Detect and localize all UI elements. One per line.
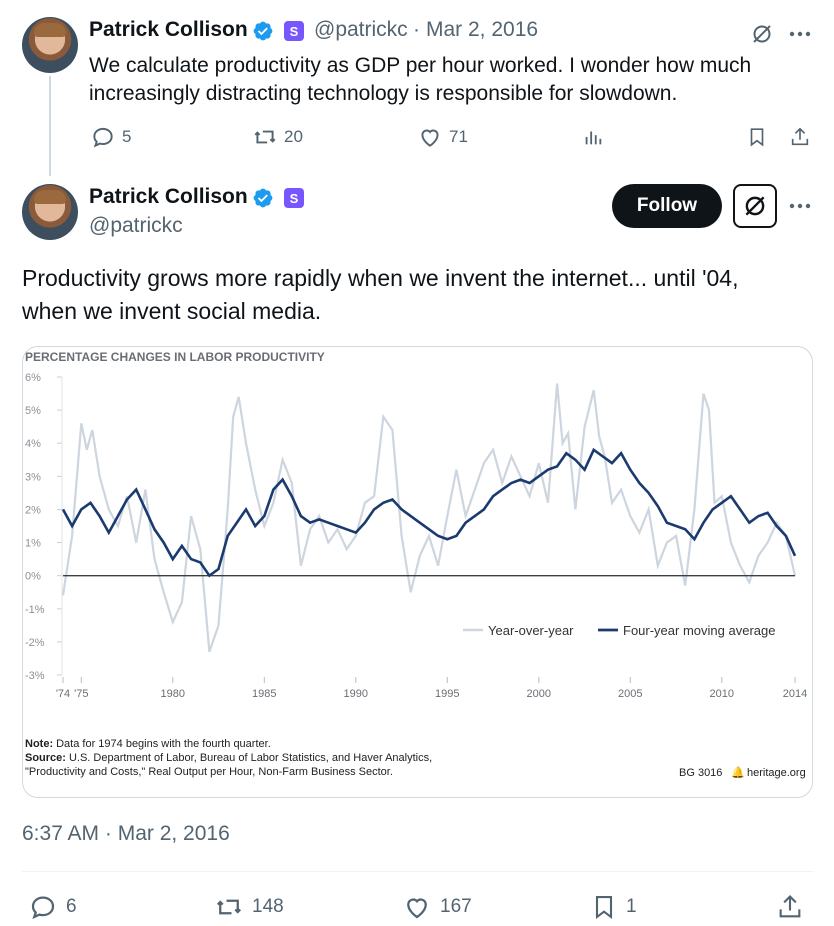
report-id: BG 3016 [679, 767, 722, 779]
tweet-text-line: increasingly distracting technology is r… [89, 82, 678, 105]
heart-icon [421, 129, 439, 147]
x-tick-label: 2005 [618, 688, 642, 700]
like-button[interactable]: 71 [417, 124, 468, 150]
tweet-text-line: Productivity grows more rapidly when we … [22, 265, 739, 291]
reply-button[interactable]: 5 [90, 124, 131, 150]
tweet-media-chart[interactable]: PERCENTAGE CHANGES IN LABOR PRODUCTIVITY… [22, 346, 813, 798]
meta-separator: · [413, 18, 420, 41]
reply-icon [31, 896, 55, 920]
x-tick-label: 1980 [161, 688, 185, 700]
repost-icon [254, 130, 276, 144]
grok-icon[interactable] [748, 20, 776, 48]
repost-button[interactable]: 20 [252, 124, 303, 150]
productivity-chart: PERCENTAGE CHANGES IN LABOR PRODUCTIVITY… [25, 350, 807, 779]
y-tick-label: 6% [25, 372, 41, 384]
y-tick-label: 2% [25, 504, 41, 516]
thread-connector-line [49, 76, 51, 176]
avatar[interactable] [22, 17, 78, 73]
author-name[interactable]: Patrick Collison [89, 18, 248, 41]
bell-icon: 🔔 [731, 766, 745, 779]
y-tick-label: 1% [25, 538, 41, 550]
author-handle[interactable]: @patrickc [314, 18, 408, 41]
follow-button[interactable]: Follow [612, 184, 722, 228]
source-line-2: "Productivity and Costs," Real Output pe… [25, 766, 393, 778]
x-tick-label: 1985 [252, 688, 276, 700]
y-tick-label: 0% [25, 571, 41, 583]
share-icon[interactable] [775, 892, 805, 922]
x-tick-label: '75 [74, 688, 88, 700]
tweet-text-line: We calculate productivity as GDP per hou… [89, 54, 752, 77]
more-options-icon[interactable] [786, 20, 814, 48]
chart-legend: Year-over-year Four-year moving average [463, 623, 775, 638]
like-button[interactable]: 167 [402, 892, 472, 922]
repost-count: 20 [284, 127, 303, 146]
legend-label-year-over-year: Year-over-year [488, 623, 574, 638]
publisher-label: heritage.org [747, 767, 806, 779]
repost-icon [216, 899, 242, 915]
tweet-timestamp[interactable]: 6:37 AM · Mar 2, 2016 [22, 822, 230, 845]
x-tick-label: 2010 [710, 688, 734, 700]
y-tick-label: 5% [25, 405, 41, 417]
views-icon[interactable] [580, 124, 606, 150]
reply-button[interactable]: 6 [28, 892, 77, 922]
chart-title: PERCENTAGE CHANGES IN LABOR PRODUCTIVITY [25, 350, 325, 364]
repost-count: 148 [252, 896, 284, 917]
tweet-text-line: when we invent social media. [22, 298, 322, 324]
grok-button[interactable] [733, 184, 777, 228]
reply-count: 5 [122, 127, 132, 146]
bookmark-count: 1 [626, 896, 637, 917]
x-tick-label: 1990 [344, 688, 368, 700]
verified-badge-icon [253, 188, 273, 208]
reply-icon [93, 127, 113, 148]
source-text: U.S. Department of Labor, Bureau of Labo… [69, 752, 432, 764]
y-tick-label: -3% [25, 670, 45, 682]
source-label: Source: [25, 752, 66, 764]
legend-label-four-year-moving-average: Four-year moving average [623, 623, 775, 638]
bookmark-icon [595, 896, 613, 920]
x-tick-label: '74 [56, 688, 70, 700]
note-text: Data for 1974 begins with the fourth qua… [56, 738, 271, 750]
note-label: Note: [25, 738, 53, 750]
avatar[interactable] [22, 184, 78, 240]
author-handle[interactable]: @patrickc [89, 214, 183, 237]
repost-button[interactable]: 148 [214, 892, 284, 922]
x-tick-label: 2000 [527, 688, 551, 700]
series-line-four-year-moving-average [61, 447, 797, 578]
author-name[interactable]: Patrick Collison [89, 185, 248, 208]
subscription-badge: S [284, 21, 304, 41]
more-options-icon[interactable] [786, 192, 814, 220]
reply-count: 6 [66, 896, 77, 917]
share-icon[interactable] [787, 124, 813, 150]
note-line: Note: Data for 1974 begins with the fourt… [25, 738, 271, 750]
chart-footnote: Note: Data for 1974 begins with the fourt… [25, 738, 806, 779]
x-tick-label: 1995 [435, 688, 459, 700]
bookmark-button[interactable]: 1 [590, 892, 637, 922]
x-tick-label: 2014 [783, 688, 807, 700]
divider [22, 871, 813, 872]
grok-icon [745, 196, 765, 216]
y-tick-label: -2% [25, 637, 45, 649]
series-line-year-over-year [61, 383, 797, 653]
tweet-date[interactable]: Mar 2, 2016 [426, 18, 539, 41]
source-line: Source: U.S. Department of Labor, Bureau … [25, 752, 432, 764]
y-tick-label: 4% [25, 438, 41, 450]
like-count: 167 [440, 896, 472, 917]
tweet-text: We calculate productivity as GDP per hou… [89, 52, 751, 108]
like-count: 71 [449, 127, 468, 146]
y-tick-label: 3% [25, 471, 41, 483]
y-tick-label: -1% [25, 604, 45, 616]
tweet-text: Productivity grows more rapidly when we … [22, 262, 738, 328]
subscription-badge: S [284, 188, 304, 208]
bookmark-icon[interactable] [744, 124, 770, 150]
heart-icon [407, 898, 427, 919]
verified-badge-icon [253, 21, 273, 41]
